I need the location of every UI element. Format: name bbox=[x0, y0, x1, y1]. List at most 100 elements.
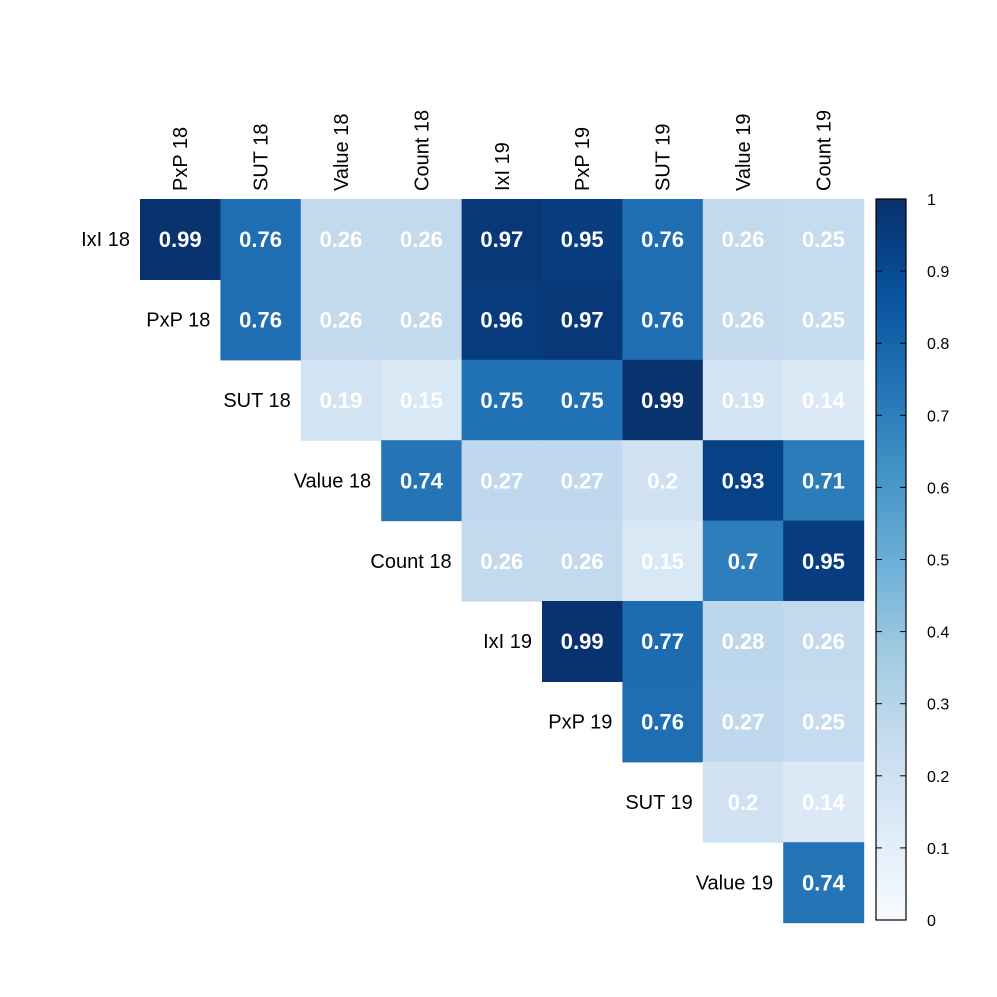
heatmap-cell bbox=[783, 359, 865, 441]
cell-value-label: 0.76 bbox=[641, 227, 684, 252]
legend-tick-label: 0.2 bbox=[927, 769, 949, 786]
heatmap-cell bbox=[702, 681, 784, 763]
legend-tick-label: 0.9 bbox=[927, 264, 949, 281]
cell-value-label: 0.19 bbox=[722, 388, 765, 413]
cell-value-label: 0.2 bbox=[728, 790, 759, 815]
column-labels: PxP 18 SUT 18 Value 18 Count 18 IxI 19 PxP 19… bbox=[170, 110, 835, 191]
cell-value-label: 0.99 bbox=[641, 388, 684, 413]
cell-value-label: 0.14 bbox=[802, 790, 846, 815]
legend-tick-label: 0.1 bbox=[927, 841, 949, 858]
cell-value-label: 0.19 bbox=[320, 388, 363, 413]
cell-value-label: 0.76 bbox=[239, 227, 282, 252]
heatmap-cell bbox=[702, 520, 784, 602]
cell-value-label: 0.95 bbox=[561, 227, 604, 252]
cell-value-label: 0.96 bbox=[480, 308, 523, 333]
heatmap-cell bbox=[461, 520, 543, 602]
cell-value-label: 0.7 bbox=[728, 549, 759, 574]
heatmap-cell bbox=[783, 681, 865, 763]
heatmap-cells bbox=[140, 199, 865, 924]
heatmap-cell bbox=[783, 601, 865, 682]
row-labels: IxI 18 PxP 18 SUT 18 Value 18 Count 18 IxI 19… bbox=[81, 229, 773, 894]
cell-value-label: 0.76 bbox=[641, 308, 684, 333]
cell-value-label: 0.25 bbox=[802, 710, 845, 735]
cell-value-label: 0.26 bbox=[722, 227, 765, 252]
cell-value-label: 0.14 bbox=[802, 388, 846, 413]
heatmap-cell bbox=[220, 279, 302, 361]
row-label: IxI 18 bbox=[81, 229, 130, 251]
cell-value-label: 0.76 bbox=[641, 710, 684, 735]
heatmap-cell bbox=[542, 359, 623, 441]
heatmap-cell bbox=[702, 199, 784, 280]
row-label: PxP 18 bbox=[146, 310, 210, 332]
cell-value-label: 0.77 bbox=[641, 629, 684, 654]
cell-value-label: 0.28 bbox=[722, 629, 765, 654]
cell-value-label: 0.71 bbox=[802, 468, 845, 493]
cell-value-label: 0.99 bbox=[159, 227, 202, 252]
heatmap-value-labels: 0.99 0.76 0.26 0.26 0.97 0.95 0.76 0.26 0.25 0.76… bbox=[159, 227, 846, 895]
cell-value-label: 0.99 bbox=[561, 629, 604, 654]
heatmap-cell bbox=[622, 279, 704, 361]
heatmap-cell bbox=[783, 520, 865, 602]
column-label: IxI 19 bbox=[492, 142, 514, 191]
heatmap-cell bbox=[381, 279, 463, 361]
heatmap-cell bbox=[220, 199, 302, 280]
cell-value-label: 0.76 bbox=[239, 308, 282, 333]
heatmap-cell bbox=[702, 601, 784, 682]
heatmap-cell bbox=[622, 520, 704, 602]
row-label: Value 19 bbox=[696, 872, 773, 894]
heatmap-cell bbox=[783, 440, 865, 522]
cell-value-label: 0.25 bbox=[802, 227, 845, 252]
column-label: SUT 19 bbox=[653, 124, 675, 191]
color-legend: 0 0.1 0.2 0.3 0.4 0.5 0.6 0.7 0.8 0.9 1 bbox=[875, 192, 949, 930]
legend-tick-label: 0.5 bbox=[927, 553, 949, 570]
cell-value-label: 0.26 bbox=[722, 308, 765, 333]
cell-value-label: 0.95 bbox=[802, 549, 845, 574]
heatmap-cell bbox=[461, 279, 543, 361]
column-label: Count 19 bbox=[813, 110, 835, 191]
legend-tick-label: 0.6 bbox=[927, 480, 949, 497]
cell-value-label: 0.26 bbox=[480, 549, 523, 574]
heatmap-cell bbox=[783, 279, 865, 361]
cell-value-label: 0.97 bbox=[480, 227, 523, 252]
heatmap-cell bbox=[783, 842, 865, 924]
heatmap-cell bbox=[622, 601, 704, 682]
heatmap-cell bbox=[381, 199, 463, 280]
legend-tick-label: 0.4 bbox=[927, 625, 949, 642]
cell-value-label: 0.2 bbox=[647, 468, 678, 493]
cell-value-label: 0.75 bbox=[480, 388, 523, 413]
row-label: SUT 19 bbox=[625, 792, 692, 814]
column-label: Value 19 bbox=[733, 114, 755, 191]
heatmap-cell bbox=[622, 440, 704, 522]
heatmap-cell bbox=[542, 601, 623, 682]
cell-value-label: 0.93 bbox=[722, 468, 765, 493]
cell-value-label: 0.26 bbox=[320, 227, 363, 252]
heatmap-cell bbox=[461, 199, 543, 280]
heatmap-cell bbox=[783, 199, 865, 280]
column-label: PxP 18 bbox=[170, 127, 192, 191]
cell-value-label: 0.27 bbox=[561, 468, 604, 493]
cell-value-label: 0.27 bbox=[722, 710, 765, 735]
heatmap-cell bbox=[461, 440, 543, 522]
cell-value-label: 0.25 bbox=[802, 308, 845, 333]
cell-value-label: 0.74 bbox=[802, 870, 846, 895]
row-label: Value 18 bbox=[294, 470, 371, 492]
legend-tick-label: 0.7 bbox=[927, 408, 949, 425]
color-legend-ticks: 0 0.1 0.2 0.3 0.4 0.5 0.6 0.7 0.8 0.9 1 bbox=[876, 192, 949, 930]
row-label: IxI 19 bbox=[483, 631, 532, 653]
row-label: PxP 19 bbox=[548, 712, 612, 734]
heatmap-cell bbox=[461, 359, 543, 441]
legend-tick-label: 0.3 bbox=[927, 697, 949, 714]
heatmap-cell bbox=[783, 761, 865, 843]
legend-tick-label: 0 bbox=[927, 913, 936, 930]
cell-value-label: 0.26 bbox=[802, 629, 845, 654]
legend-tick-label: 1 bbox=[927, 192, 936, 209]
cell-value-label: 0.26 bbox=[400, 308, 443, 333]
cell-value-label: 0.26 bbox=[320, 308, 363, 333]
heatmap-cell bbox=[622, 681, 704, 763]
cell-value-label: 0.15 bbox=[641, 549, 684, 574]
cell-value-label: 0.15 bbox=[400, 388, 443, 413]
heatmap-cell bbox=[542, 279, 623, 361]
column-label: Count 18 bbox=[411, 110, 433, 191]
cell-value-label: 0.26 bbox=[400, 227, 443, 252]
